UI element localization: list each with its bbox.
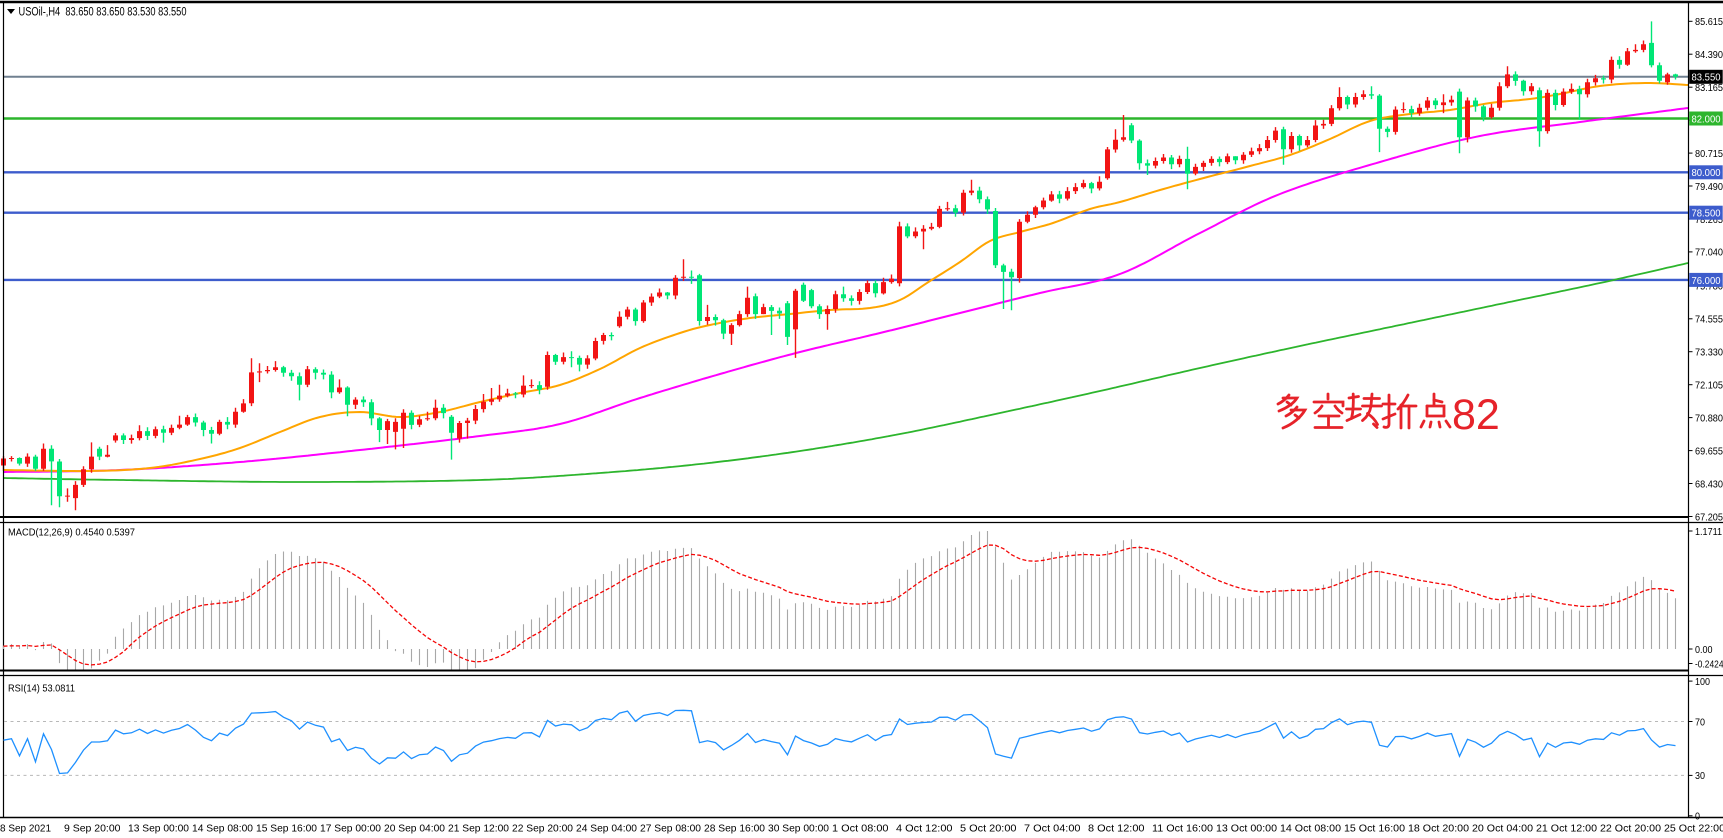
svg-text:15 Sep 16:00: 15 Sep 16:00 bbox=[256, 823, 317, 835]
svg-text:70: 70 bbox=[1695, 716, 1705, 728]
svg-text:69.655: 69.655 bbox=[1695, 445, 1723, 457]
svg-text:20 Sep 04:00: 20 Sep 04:00 bbox=[384, 823, 445, 835]
svg-text:21 Sep 12:00: 21 Sep 12:00 bbox=[448, 823, 509, 835]
svg-text:27 Sep 08:00: 27 Sep 08:00 bbox=[640, 823, 701, 835]
svg-text:76.000: 76.000 bbox=[1692, 275, 1721, 287]
svg-text:0: 0 bbox=[1695, 811, 1700, 823]
svg-text:17 Sep 00:00: 17 Sep 00:00 bbox=[320, 823, 381, 835]
svg-text:13 Sep 00:00: 13 Sep 00:00 bbox=[128, 823, 189, 835]
svg-text:8 Sep 2021: 8 Sep 2021 bbox=[0, 823, 51, 835]
svg-text:100: 100 bbox=[1695, 676, 1710, 688]
svg-text:18 Oct 20:00: 18 Oct 20:00 bbox=[1408, 823, 1469, 835]
svg-text:24 Sep 04:00: 24 Sep 04:00 bbox=[576, 823, 637, 835]
svg-text:MACD(12,26,9) 0.4540 0.5397: MACD(12,26,9) 0.4540 0.5397 bbox=[8, 527, 135, 539]
svg-text:85.615: 85.615 bbox=[1695, 16, 1723, 28]
svg-text:79.490: 79.490 bbox=[1695, 181, 1723, 193]
svg-text:28 Sep 16:00: 28 Sep 16:00 bbox=[704, 823, 765, 835]
svg-text:0.00: 0.00 bbox=[1695, 644, 1713, 656]
svg-text:30 Sep 00:00: 30 Sep 00:00 bbox=[768, 823, 829, 835]
svg-text:-0.2424: -0.2424 bbox=[1695, 658, 1723, 670]
svg-text:4 Oct 12:00: 4 Oct 12:00 bbox=[896, 823, 953, 835]
svg-text:5 Oct 20:00: 5 Oct 20:00 bbox=[960, 823, 1017, 835]
svg-text:82: 82 bbox=[1452, 391, 1500, 439]
svg-text:15 Oct 16:00: 15 Oct 16:00 bbox=[1344, 823, 1405, 835]
svg-text:21 Oct 12:00: 21 Oct 12:00 bbox=[1536, 823, 1597, 835]
svg-text:80.000: 80.000 bbox=[1692, 167, 1721, 179]
svg-text:11 Oct 16:00: 11 Oct 16:00 bbox=[1152, 823, 1213, 835]
svg-text:80.715: 80.715 bbox=[1695, 148, 1723, 160]
svg-text:9 Sep 20:00: 9 Sep 20:00 bbox=[64, 823, 121, 835]
svg-text:RSI(14) 53.0811: RSI(14) 53.0811 bbox=[8, 683, 75, 695]
svg-text:1.1711: 1.1711 bbox=[1695, 526, 1722, 538]
svg-text:83.165: 83.165 bbox=[1695, 82, 1723, 94]
svg-text:83.550: 83.550 bbox=[1692, 72, 1721, 84]
svg-text:72.105: 72.105 bbox=[1695, 380, 1723, 392]
svg-text:14 Sep 08:00: 14 Sep 08:00 bbox=[192, 823, 253, 835]
svg-text:77.040: 77.040 bbox=[1695, 247, 1723, 259]
svg-text:73.330: 73.330 bbox=[1695, 347, 1723, 359]
svg-text:84.390: 84.390 bbox=[1695, 49, 1723, 61]
svg-text:30: 30 bbox=[1695, 770, 1705, 782]
svg-text:25 Oct 22:00: 25 Oct 22:00 bbox=[1664, 823, 1723, 835]
svg-text:78.500: 78.500 bbox=[1692, 208, 1721, 220]
svg-text:82.000: 82.000 bbox=[1692, 113, 1721, 125]
svg-text:22 Sep 20:00: 22 Sep 20:00 bbox=[512, 823, 573, 835]
svg-text:22 Oct 20:00: 22 Oct 20:00 bbox=[1600, 823, 1661, 835]
svg-text:68.430: 68.430 bbox=[1695, 478, 1723, 490]
svg-text:74.555: 74.555 bbox=[1695, 314, 1723, 326]
svg-text:8 Oct 12:00: 8 Oct 12:00 bbox=[1088, 823, 1145, 835]
svg-text:7 Oct 04:00: 7 Oct 04:00 bbox=[1024, 823, 1081, 835]
svg-text:USOil-,H4 83.650 83.650 83.53: USOil-,H4 83.650 83.650 83.530 83.550 bbox=[19, 7, 187, 19]
svg-text:13 Oct 00:00: 13 Oct 00:00 bbox=[1216, 823, 1277, 835]
svg-text:20 Oct 04:00: 20 Oct 04:00 bbox=[1472, 823, 1533, 835]
svg-text:67.205: 67.205 bbox=[1695, 511, 1723, 523]
svg-text:1 Oct 08:00: 1 Oct 08:00 bbox=[832, 823, 889, 835]
svg-text:14 Oct 08:00: 14 Oct 08:00 bbox=[1280, 823, 1341, 835]
svg-text:70.880: 70.880 bbox=[1695, 412, 1723, 424]
